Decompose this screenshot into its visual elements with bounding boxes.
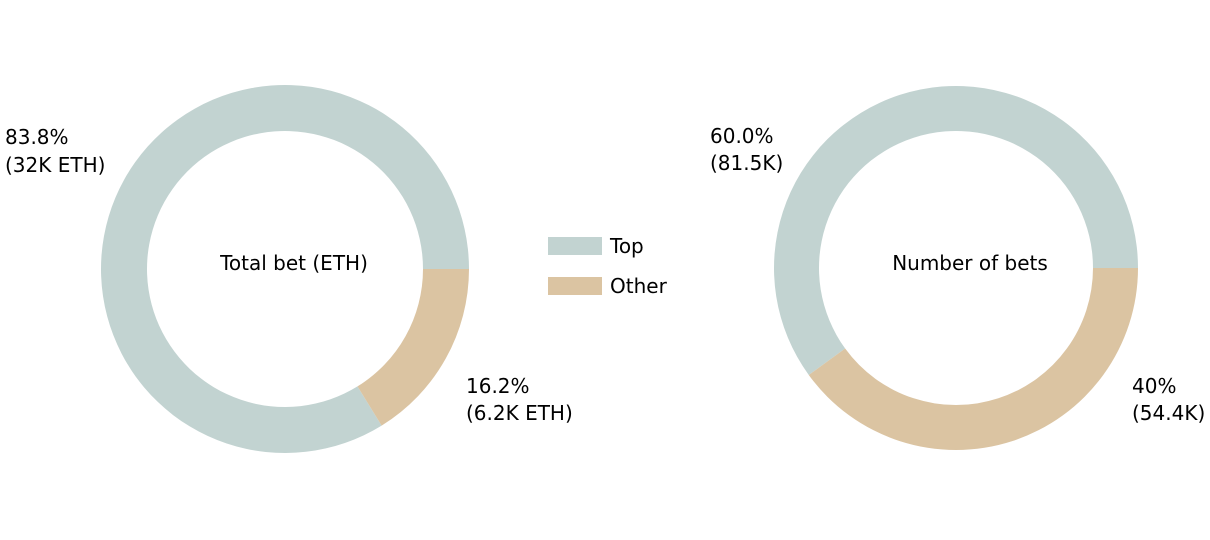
slice-label-other-percent: 16.2% — [466, 374, 530, 398]
slice-other — [808, 268, 1138, 451]
donut-chart-number-of-bets: Number of bets 60.0% (81.5K) 40% (54.4K) — [710, 86, 1205, 451]
legend: Top Other — [548, 234, 668, 298]
legend-label-top: Top — [609, 234, 644, 258]
slice-other — [357, 269, 469, 426]
slice-label-other-value: (54.4K) — [1132, 401, 1205, 425]
legend-label-other: Other — [610, 274, 668, 298]
slice-label-other-percent: 40% — [1132, 374, 1176, 398]
legend-swatch-top — [548, 237, 602, 255]
legend-swatch-other — [548, 277, 602, 295]
donut-chart-total-bet: Total bet (ETH) 83.8% (32K ETH) 16.2% (6… — [5, 85, 573, 454]
slice-label-other-value: (6.2K ETH) — [466, 401, 573, 425]
slice-label-top-value: (32K ETH) — [5, 153, 105, 177]
slice-top — [773, 86, 1138, 375]
center-label: Number of bets — [892, 251, 1048, 275]
center-label: Total bet (ETH) — [219, 251, 368, 275]
slice-label-top-percent: 83.8% — [5, 125, 69, 149]
slice-label-top-percent: 60.0% — [710, 124, 774, 148]
slice-label-top-value: (81.5K) — [710, 151, 783, 175]
